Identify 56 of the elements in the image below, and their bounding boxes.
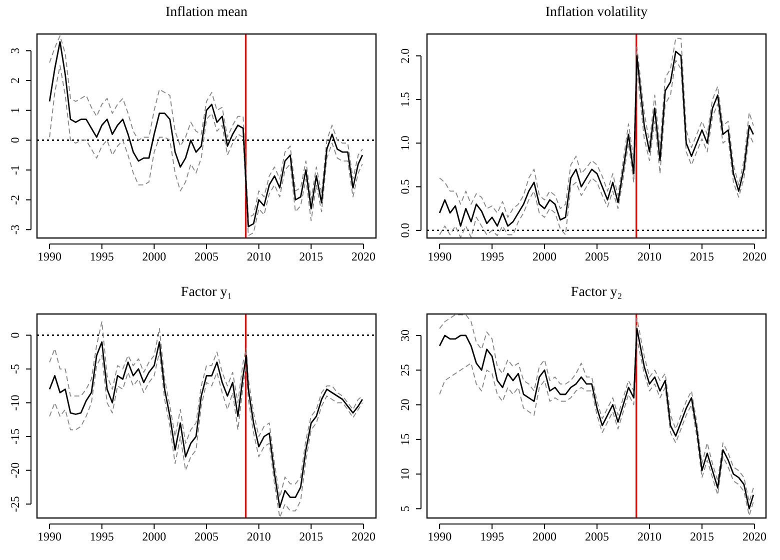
- y-tick-label: -2: [8, 194, 22, 205]
- x-tick-label: 1990: [428, 530, 452, 544]
- x-tick-label: 2015: [299, 530, 324, 544]
- x-tick-label: 2015: [690, 530, 714, 544]
- x-tick-label: 2000: [532, 530, 557, 544]
- x-tick-label: 1995: [480, 250, 504, 264]
- y-tick-label: 5: [398, 506, 412, 512]
- x-tick-label: 2005: [585, 530, 610, 544]
- x-tick-label: 2010: [638, 530, 662, 544]
- x-tick-label: 2020: [351, 530, 376, 544]
- y-tick-label: 1: [8, 107, 22, 114]
- y-tick-label: -20: [8, 462, 22, 478]
- x-tick-label: 1995: [90, 250, 114, 264]
- y-tick-label: 1.0: [398, 136, 412, 151]
- chart-title: Inflation volatility: [545, 5, 648, 20]
- y-tick-label: 0.0: [398, 222, 412, 238]
- chart-title: Inflation mean: [165, 5, 248, 20]
- x-tick-label: 1990: [38, 530, 62, 544]
- y-tick-label: -3: [8, 224, 22, 235]
- y-tick-label: 20: [398, 398, 412, 411]
- x-tick-label: 2000: [142, 250, 166, 264]
- chart-title: Factor y₂: [570, 285, 622, 300]
- x-tick-label: 1990: [428, 250, 452, 264]
- x-tick-label: 2015: [299, 250, 324, 264]
- x-tick-label: 2005: [194, 250, 218, 264]
- y-tick-label: 0: [8, 137, 22, 144]
- y-tick-label: 15: [398, 433, 412, 446]
- x-tick-label: 2010: [246, 530, 271, 544]
- x-tick-label: 1990: [38, 250, 62, 264]
- y-tick-label: -15: [8, 428, 22, 445]
- x-tick-label: 2005: [585, 250, 610, 264]
- x-tick-label: 2020: [742, 530, 766, 544]
- y-tick-label: -10: [8, 394, 22, 411]
- y-tick-label: 1.5: [398, 92, 412, 107]
- y-tick-label: 2: [8, 78, 22, 84]
- x-tick-label: 2010: [638, 250, 662, 264]
- y-tick-label: 10: [398, 468, 412, 480]
- x-tick-label: 2015: [690, 250, 714, 264]
- y-tick-label: 2.0: [398, 48, 412, 64]
- x-tick-label: 2020: [742, 250, 766, 264]
- y-tick-label: -1: [8, 165, 22, 175]
- x-tick-label: 1995: [90, 530, 114, 544]
- x-tick-label: 2005: [194, 530, 218, 544]
- y-tick-label: -5: [8, 364, 22, 374]
- x-tick-label: 2000: [532, 250, 557, 264]
- x-tick-label: 2020: [351, 250, 376, 264]
- x-tick-label: 2000: [142, 530, 166, 544]
- y-tick-label: 0.5: [398, 179, 412, 194]
- x-tick-label: 2010: [246, 250, 271, 264]
- y-tick-label: 0: [8, 332, 22, 338]
- y-tick-label: 3: [8, 48, 22, 54]
- y-tick-label: 30: [398, 329, 412, 342]
- chart-title: Factor y₁: [180, 285, 232, 300]
- x-tick-label: 1995: [480, 530, 504, 544]
- y-tick-label: -25: [8, 496, 22, 512]
- y-tick-label: 25: [398, 364, 412, 376]
